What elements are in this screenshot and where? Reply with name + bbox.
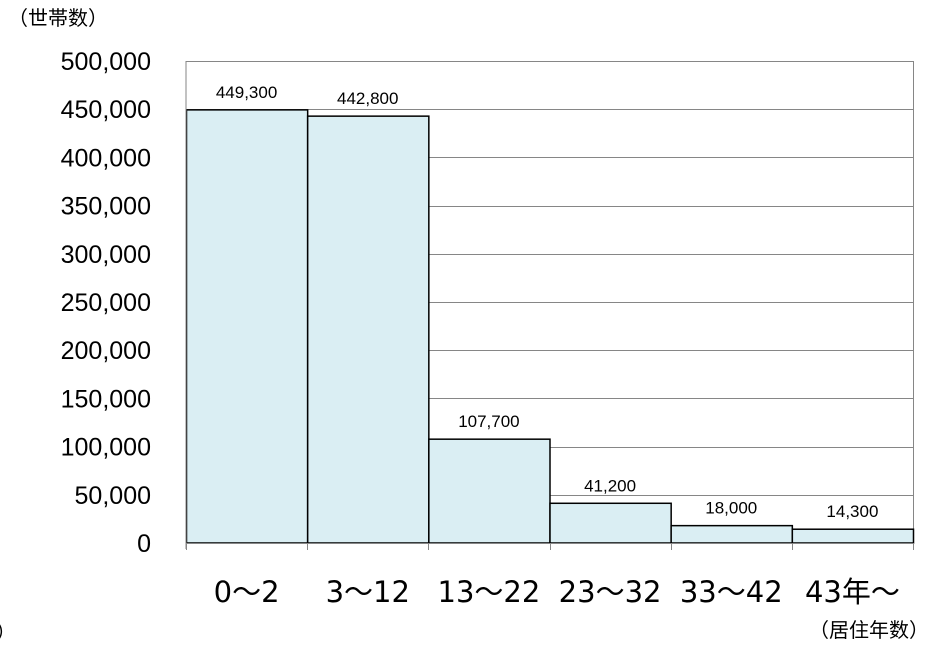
bar: [428, 438, 551, 544]
x-tick-label: 33～42: [680, 575, 783, 609]
bar: [791, 528, 915, 544]
x-tick-label: 3～12: [326, 575, 410, 609]
y-tick-label: 350,000: [61, 193, 151, 221]
y-tick-label: 0: [137, 530, 151, 558]
bar: [670, 524, 794, 544]
bar: [185, 109, 309, 544]
x-axis-title: （居住年数）: [809, 618, 929, 642]
y-axis-title: （世帯数）: [8, 6, 108, 30]
stray-paren-text: ）: [0, 616, 16, 645]
bar: [306, 115, 430, 544]
y-tick-label: 200,000: [61, 337, 151, 365]
y-tick-label: 300,000: [61, 241, 151, 269]
bar-data-label: 18,000: [705, 499, 757, 518]
y-tick-label: 100,000: [61, 434, 151, 462]
x-tick-label: 0～2: [214, 575, 280, 609]
bar-data-label: 107,700: [458, 412, 519, 431]
x-tick-label: 13～22: [438, 575, 541, 609]
bar: [549, 502, 672, 544]
y-tick-label: 50,000: [75, 482, 151, 510]
y-tick-label: 400,000: [61, 144, 151, 172]
bar-data-label: 41,200: [584, 476, 636, 495]
y-tick-label: 500,000: [61, 48, 151, 76]
y-tick-label: 250,000: [61, 289, 151, 317]
y-tick-label: 150,000: [61, 385, 151, 413]
bar-data-label: 14,300: [826, 502, 878, 521]
bar-data-label: 449,300: [216, 83, 277, 102]
x-tick-label: 23～32: [559, 575, 662, 609]
x-tick-label: 43年～: [805, 575, 900, 609]
y-tick-label: 450,000: [61, 96, 151, 124]
bar-data-label: 442,800: [337, 89, 398, 108]
